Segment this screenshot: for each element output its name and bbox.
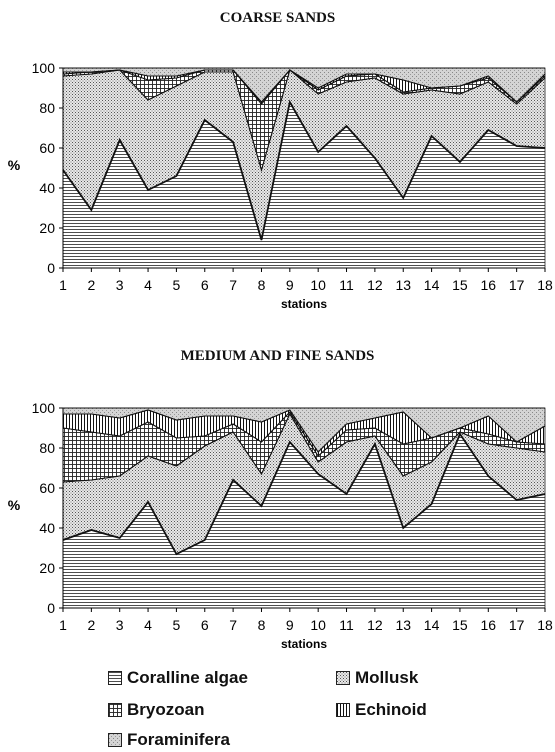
x-tick-label: 10 xyxy=(310,277,326,293)
x-tick-label: 17 xyxy=(509,277,525,293)
y-tick-label: 20 xyxy=(39,560,55,576)
x-tick-label: 18 xyxy=(537,617,553,633)
x-tick-label: 9 xyxy=(286,617,294,633)
x-tick-label: 3 xyxy=(116,617,124,633)
y-axis-label: % xyxy=(8,157,21,173)
legend-swatch-foraminifera xyxy=(108,733,122,747)
x-tick-label: 18 xyxy=(537,277,553,293)
x-tick-label: 17 xyxy=(509,617,525,633)
x-tick-label: 15 xyxy=(452,617,468,633)
x-tick-label: 5 xyxy=(173,277,181,293)
legend-item-coralline-algae: Coralline algae xyxy=(108,668,248,688)
chart-title-medium-fine-sands: MEDIUM AND FINE SANDS xyxy=(180,348,375,364)
x-tick-label: 8 xyxy=(258,277,266,293)
x-tick-label: 12 xyxy=(367,277,383,293)
legend-item-mollusk: Mollusk xyxy=(336,668,418,688)
legend-label-mollusk: Mollusk xyxy=(355,668,419,687)
legend-swatch-echinoid xyxy=(336,703,350,717)
legend-label-coralline-algae: Coralline algae xyxy=(127,668,248,687)
series-line-echinoid xyxy=(63,69,546,103)
x-axis-label: stations xyxy=(281,297,327,311)
x-tick-label: 2 xyxy=(87,277,95,293)
x-tick-label: 7 xyxy=(229,277,237,293)
x-tick-label: 16 xyxy=(481,617,497,633)
legend-label-foraminifera: Foraminifera xyxy=(127,730,230,749)
x-tick-label: 6 xyxy=(201,277,209,293)
x-tick-label: 12 xyxy=(367,617,383,633)
y-tick-label: 60 xyxy=(39,480,55,496)
x-tick-label: 14 xyxy=(424,617,440,633)
x-tick-label: 3 xyxy=(116,277,124,293)
x-tick-label: 1 xyxy=(59,277,67,293)
legend-item-foraminifera: Foraminifera xyxy=(108,730,230,750)
x-tick-label: 10 xyxy=(310,617,326,633)
x-tick-label: 7 xyxy=(229,617,237,633)
legend-swatch-bryozoan xyxy=(108,703,122,717)
x-tick-label: 13 xyxy=(395,277,411,293)
series-line-echinoid xyxy=(63,409,546,453)
legend-swatch-coralline-algae xyxy=(108,671,122,685)
series-line-coralline-algae xyxy=(62,432,546,556)
legend-label-echinoid: Echinoid xyxy=(355,700,427,719)
x-tick-label: 4 xyxy=(144,277,152,293)
x-tick-label: 5 xyxy=(173,617,181,633)
y-tick-label: 80 xyxy=(39,440,55,456)
series-line-mollusk xyxy=(62,412,546,483)
series-line-mollusk xyxy=(62,69,546,172)
x-tick-label: 6 xyxy=(201,617,209,633)
y-tick-label: 80 xyxy=(39,100,55,116)
x-tick-label: 8 xyxy=(258,617,266,633)
x-tick-label: 16 xyxy=(481,277,497,293)
x-axis-label: stations xyxy=(281,637,327,651)
chart-title-coarse-sands: COARSE SANDS xyxy=(219,10,336,26)
chart-legend: Coralline algae Mollusk Bryozoan Echinoi… xyxy=(108,668,468,752)
series-line-coralline-algae xyxy=(62,99,546,241)
legend-label-bryozoan: Bryozoan xyxy=(127,700,205,719)
y-tick-label: 40 xyxy=(39,520,55,536)
legend-item-echinoid: Echinoid xyxy=(336,700,427,720)
series-line-bryozoan xyxy=(62,411,546,457)
y-axis-label: % xyxy=(8,497,21,513)
y-tick-label: 0 xyxy=(47,600,55,616)
legend-item-bryozoan: Bryozoan xyxy=(108,700,204,720)
x-tick-label: 4 xyxy=(144,617,152,633)
x-tick-label: 1 xyxy=(59,617,67,633)
x-tick-label: 15 xyxy=(452,277,468,293)
x-tick-label: 13 xyxy=(395,617,411,633)
y-tick-label: 60 xyxy=(39,140,55,156)
x-tick-label: 11 xyxy=(339,617,354,633)
x-tick-label: 11 xyxy=(339,277,354,293)
legend-swatch-mollusk xyxy=(336,671,350,685)
y-tick-label: 100 xyxy=(32,60,56,76)
y-tick-label: 20 xyxy=(39,220,55,236)
x-tick-label: 2 xyxy=(87,617,95,633)
x-tick-label: 14 xyxy=(424,277,440,293)
y-tick-label: 40 xyxy=(39,180,55,196)
y-tick-label: 100 xyxy=(32,400,56,416)
y-tick-label: 0 xyxy=(47,260,55,276)
x-tick-label: 9 xyxy=(286,277,294,293)
